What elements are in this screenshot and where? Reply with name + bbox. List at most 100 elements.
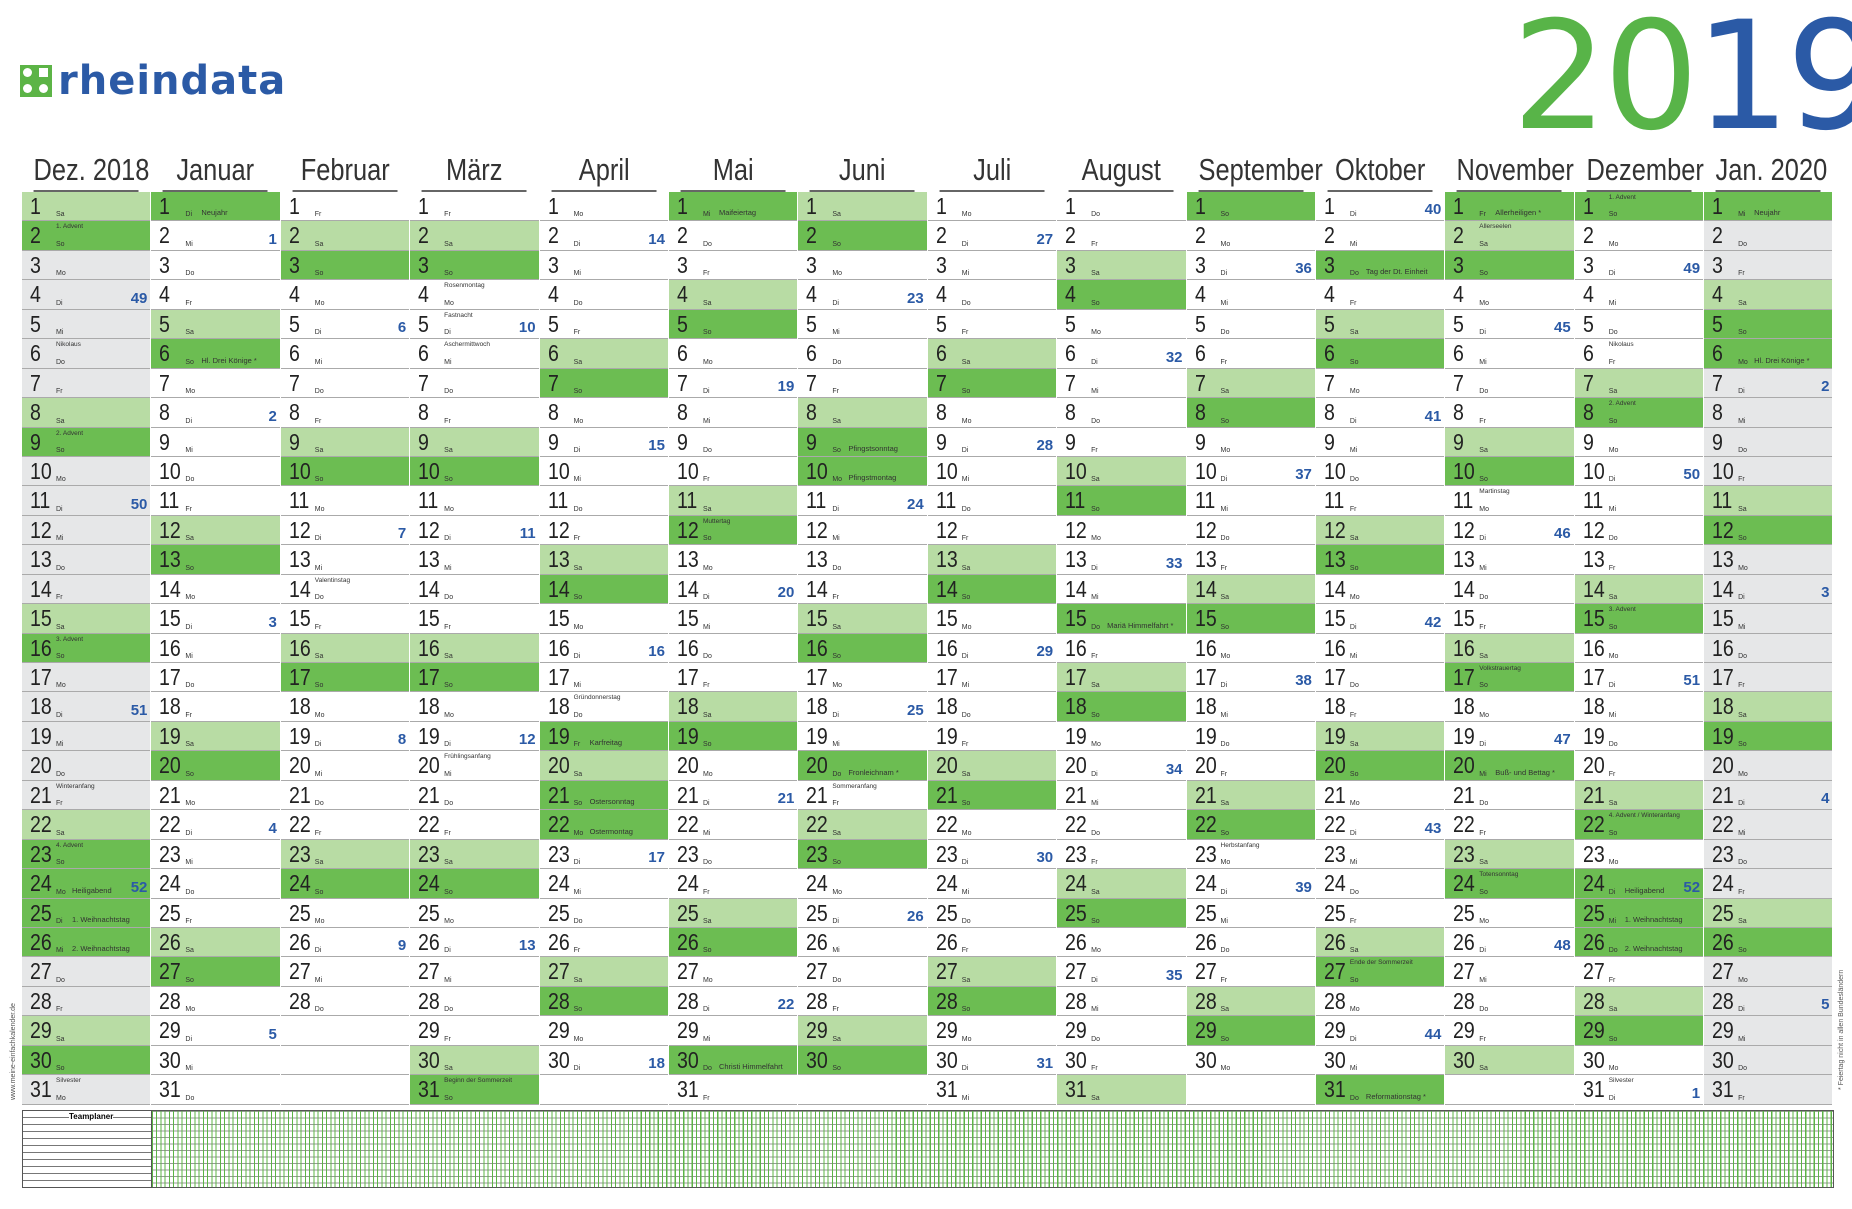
day-number: 4: [1712, 281, 1723, 308]
day-number: 30: [418, 1046, 440, 1073]
weekday-label: Di: [1738, 800, 1745, 808]
day-number: 2: [418, 222, 430, 249]
day-cell: 6 Mi: [1445, 339, 1574, 369]
day-cell: 21 Mo: [151, 781, 280, 811]
day-cell: 18 Sa: [668, 692, 798, 722]
day-number: 31: [159, 1076, 182, 1103]
day-cell: 1 Mi Neujahr: [1704, 192, 1833, 222]
weekday-label: So: [1220, 1035, 1230, 1043]
week-number: 11: [519, 525, 536, 543]
weekday-label: Fr: [573, 947, 581, 955]
day-cell: 27 So: [151, 957, 280, 987]
weekday-label: Do: [1349, 888, 1359, 896]
day-number: 24: [676, 870, 699, 897]
day-cell: 6 So: [1315, 339, 1445, 369]
weekday-label: Mo: [1091, 741, 1101, 749]
weekday-label: Di: [314, 329, 322, 337]
day-cell: 1 Mi Maifeiertag: [668, 192, 798, 222]
day-number: 30: [30, 1046, 52, 1073]
weekday-label: Fr: [1479, 1035, 1486, 1043]
day-number: 20: [1453, 752, 1476, 779]
weekday-label: Fr: [444, 1035, 451, 1043]
week-number: 3: [268, 613, 277, 631]
day-number: 16: [1712, 634, 1734, 661]
weekday-label: Mi: [1220, 299, 1228, 307]
day-number: 15: [676, 605, 699, 632]
day-number: 5: [1453, 310, 1465, 337]
day-cell: 10 Mi: [539, 457, 668, 487]
day-number: 14: [1582, 575, 1605, 602]
week-number: 7: [397, 525, 407, 543]
day-cell: 15 Sa: [22, 604, 151, 634]
day-number: 6: [806, 340, 818, 367]
day-number: 12: [547, 516, 570, 543]
day-number: 1: [1194, 193, 1206, 219]
day-number: 22: [1194, 811, 1217, 838]
day-cell: 3 Mo: [22, 250, 151, 281]
day-number: 5: [30, 310, 41, 337]
day-number: 12: [288, 516, 311, 543]
day-cell: 10 Di 50: [1574, 457, 1704, 487]
day-note: Gründonnerstag: [573, 694, 621, 702]
weekday-label: So: [185, 564, 194, 572]
day-cell: 30 Fr: [1057, 1046, 1186, 1076]
day-cell: 19 Di 8: [280, 722, 410, 752]
weekday-label: Fr: [185, 299, 192, 307]
weekday-label: Fr: [961, 741, 969, 749]
month-column: Jan. 2020 1 Mi Neujahr 2 Do 3 Fr 4 Sa 5 So 6 Mo Hl. Dr…: [1704, 150, 1834, 1105]
day-number: 24: [1065, 870, 1087, 897]
day-number: 3: [935, 251, 947, 278]
day-cell: 21 Di 4: [1704, 780, 1833, 811]
weekday-label: Fr: [573, 329, 581, 337]
day-cell: 2 Di 27: [927, 221, 1057, 251]
day-number: 1: [547, 193, 559, 219]
weekday-label: Mi: [702, 211, 711, 219]
day-number: 4: [1582, 281, 1594, 308]
day-number: 1: [30, 193, 41, 219]
weekday-label: So: [832, 240, 841, 248]
day-cell: 11 Mo Martinstag: [1445, 486, 1574, 516]
day-cell: 13 So: [151, 545, 280, 575]
day-cell: 19 So: [1704, 721, 1833, 752]
holiday-label: Reformationstag *: [1365, 1091, 1426, 1101]
weekday-label: Mi: [832, 741, 840, 749]
day-cell: 9 So 2. Advent: [22, 427, 151, 457]
day-cell: 5 Fr: [927, 310, 1057, 340]
day-cell: 21 Fr Sommeranfang: [798, 781, 927, 811]
day-number: 26: [806, 928, 829, 955]
weekday-label: So: [56, 240, 65, 248]
day-cell: 12 Do: [1186, 516, 1315, 546]
day-cell: 6 Mo: [668, 339, 798, 369]
weekday-label: Sa: [1479, 1065, 1488, 1073]
day-cell: 25 Di 1. Weihnachtstag: [22, 898, 151, 928]
holiday-label: Christi Himmelfahrt: [718, 1062, 783, 1072]
day-number: 18: [30, 693, 52, 720]
day-cell: 31 Fr: [668, 1075, 798, 1105]
week-number: 51: [130, 701, 148, 719]
weekday-label: Fr: [573, 741, 581, 749]
day-number: 2: [1453, 222, 1465, 249]
day-cell: 20 Fr: [1186, 751, 1315, 781]
weekday-label: Do: [961, 299, 971, 307]
weekday-label: Mo: [56, 270, 66, 278]
weekday-label: Mi: [185, 240, 193, 248]
team-planner-label: Teamplaner: [69, 1112, 114, 1121]
weekday-label: So: [573, 800, 583, 808]
weekday-label: Mi: [56, 741, 64, 749]
weekday-label: Mo: [1608, 1065, 1619, 1073]
team-planner: Teamplaner: [22, 1110, 1834, 1188]
weekday-label: Do: [1091, 211, 1101, 219]
weekday-label: So: [832, 653, 841, 660]
day-number: 5: [159, 310, 171, 337]
day-number: 15: [159, 605, 182, 632]
day-cell: 8 Mo: [927, 398, 1057, 428]
weekday-label: Mi: [573, 270, 581, 278]
day-number: 3: [1712, 251, 1723, 278]
weekday-label: Fr: [1349, 711, 1357, 719]
day-number: 14: [30, 575, 52, 602]
day-number: 3: [30, 251, 41, 278]
day-cell: 4 So: [1057, 280, 1186, 310]
day-cell: 10 Di 37: [1186, 457, 1315, 487]
day-number: 17: [1194, 664, 1217, 690]
weekday-label: Do: [1479, 1006, 1489, 1014]
